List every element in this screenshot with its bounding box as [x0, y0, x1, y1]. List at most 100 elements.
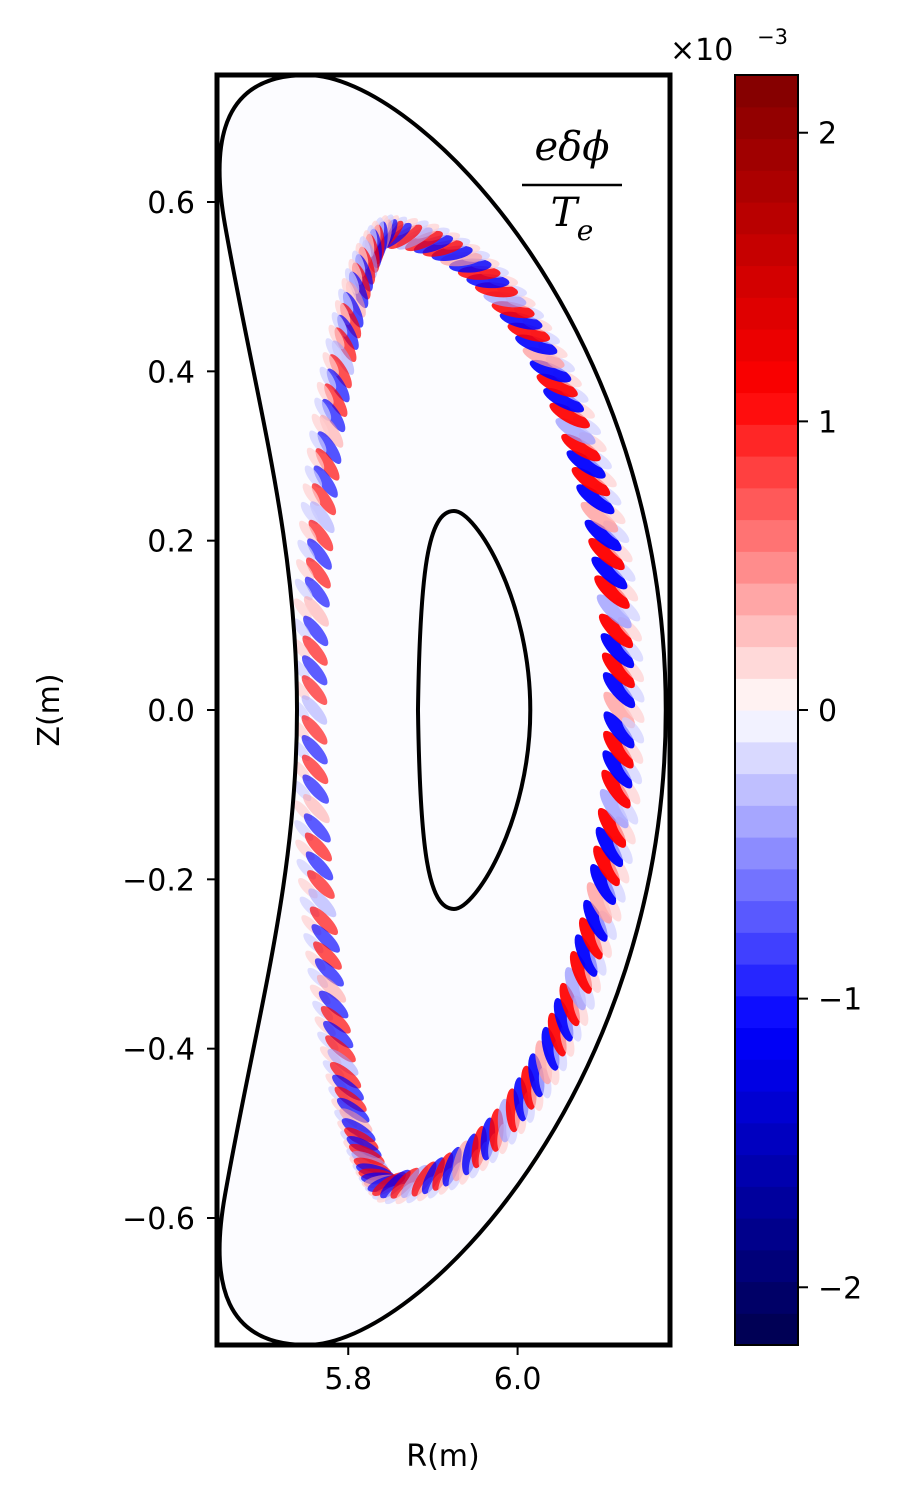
- plot-label-numerator: eδϕ: [534, 124, 609, 170]
- colorbar-tick-label: 1: [818, 405, 837, 440]
- fluctuation-eddy: [602, 750, 633, 789]
- fluctuation-eddy: [507, 322, 551, 342]
- fluctuation-ring: [291, 214, 645, 1205]
- fluctuation-eddy: [522, 346, 565, 369]
- fluctuation-eddy: [405, 230, 443, 252]
- fluctuation-eddy: [584, 519, 622, 552]
- colorbar-level: [735, 1122, 798, 1156]
- fluctuation-eddy: [334, 1086, 367, 1113]
- colorbar-level: [735, 583, 798, 616]
- fluctuation-eddy: [593, 845, 620, 887]
- fluctuation-eddy: [301, 675, 328, 706]
- fluctuation-eddy: [555, 417, 596, 445]
- fluctuation-eddy-halo: [293, 598, 312, 621]
- colorbar-level: [735, 519, 798, 552]
- fluctuation-eddy: [603, 711, 635, 749]
- colorbar: [735, 75, 798, 1346]
- fluctuation-eddy: [301, 715, 328, 745]
- fluctuation-eddy-halo: [296, 559, 314, 582]
- fluctuation-eddy: [541, 1026, 560, 1071]
- inner-boundary-curve: [415, 509, 533, 911]
- colorbar-level: [735, 805, 798, 838]
- colorbar-level: [735, 424, 798, 457]
- fluctuation-eddy: [529, 359, 572, 383]
- colorbar-level: [735, 900, 798, 933]
- fluctuation-eddy: [561, 433, 601, 462]
- fluctuation-eddy-halo: [334, 300, 351, 325]
- fluctuation-eddy: [329, 1062, 362, 1089]
- x-axis-label: R(m): [406, 1439, 479, 1474]
- fluctuation-eddy: [594, 575, 630, 609]
- x-tick-label: 5.8: [324, 1362, 372, 1397]
- fluctuation-eddy: [303, 794, 330, 824]
- colorbar-level: [735, 1186, 798, 1219]
- fluctuation-eddy-halo: [299, 520, 317, 543]
- fluctuation-eddy-halo: [306, 447, 325, 471]
- fluctuation-eddy-halo: [309, 430, 327, 454]
- fluctuation-eddy: [304, 832, 333, 862]
- fluctuation-eddy: [576, 484, 615, 515]
- colorbar-level: [735, 487, 798, 521]
- colorbar-level: [735, 1027, 798, 1060]
- fluctuation-eddy: [597, 807, 627, 848]
- colorbar-level: [735, 1281, 798, 1314]
- colorbar-level: [735, 678, 798, 711]
- fluctuation-eddy: [323, 1020, 354, 1049]
- fluctuation-eddy: [515, 334, 558, 355]
- fluctuation-eddy: [327, 1048, 359, 1076]
- fluctuation-eddy: [301, 695, 328, 725]
- fluctuation-eddy: [318, 990, 349, 1019]
- colorbar-level: [735, 932, 798, 965]
- fluctuation-eddy-halo: [294, 578, 313, 601]
- fluctuation-eddy-halo: [328, 324, 345, 350]
- fluctuation-eddy: [305, 557, 331, 589]
- fluctuation-eddy-halo: [316, 381, 334, 406]
- fluctuation-eddy: [601, 652, 635, 689]
- fluctuation-eddy-halo: [319, 366, 337, 391]
- fluctuation-eddy-halo: [297, 539, 316, 562]
- fluctuation-eddy: [413, 235, 454, 254]
- fluctuation-eddy: [301, 734, 328, 765]
- colorbar-scale-label: ×10 −3: [670, 25, 788, 68]
- colorbar-level: [735, 170, 798, 203]
- colorbar-level: [735, 1313, 798, 1346]
- plot-label: eδϕ T e: [522, 124, 622, 247]
- fluctuation-eddy: [302, 635, 328, 666]
- plot-area: [217, 75, 668, 1345]
- fluctuation-eddy-halo: [311, 413, 329, 438]
- fluctuation-eddy: [603, 730, 634, 769]
- fluctuation-eddy: [583, 899, 608, 942]
- colorbar-axis: 2 1 0 −1 −2: [798, 117, 862, 1306]
- fluctuation-eddy: [580, 501, 619, 533]
- fluctuation-eddy: [571, 466, 611, 497]
- outer-boundary-curve: [217, 75, 668, 1345]
- y-tick-label: −0.6: [122, 1202, 195, 1237]
- y-axis-label: Z(m): [32, 673, 67, 746]
- fluctuation-eddy: [600, 633, 635, 669]
- fluctuation-eddy: [311, 483, 337, 516]
- fluctuation-eddy-halo: [325, 338, 342, 363]
- fluctuation-eddy: [320, 1005, 351, 1034]
- fluctuation-eddy: [336, 1097, 370, 1123]
- fluctuation-eddy: [316, 974, 347, 1003]
- fluctuation-eddy: [309, 501, 335, 534]
- plot-label-denominator: T: [551, 190, 581, 236]
- fluctuation-eddy: [564, 967, 587, 1011]
- fluctuation-eddy: [303, 615, 329, 647]
- fluctuation-eddy-halo: [322, 352, 339, 377]
- fluctuation-eddy: [601, 769, 631, 809]
- fluctuation-eddy: [547, 1012, 567, 1057]
- y-tick-label: 0.6: [147, 186, 195, 221]
- fluctuation-eddy: [574, 934, 598, 977]
- fluctuation-eddy: [596, 594, 632, 629]
- fluctuation-eddy: [308, 519, 334, 552]
- fluctuation-eddy-halo: [292, 618, 311, 641]
- colorbar-level: [735, 1218, 798, 1251]
- x-axis: 5.8 6.0: [324, 1345, 541, 1397]
- fluctuation-eddy: [317, 431, 342, 465]
- fluctuation-eddy: [309, 906, 339, 936]
- fluctuation-eddy: [301, 754, 329, 785]
- colorbar-scale-prefix: ×10: [670, 33, 733, 68]
- colorbar-level: [735, 964, 798, 997]
- colorbar-level: [735, 456, 798, 489]
